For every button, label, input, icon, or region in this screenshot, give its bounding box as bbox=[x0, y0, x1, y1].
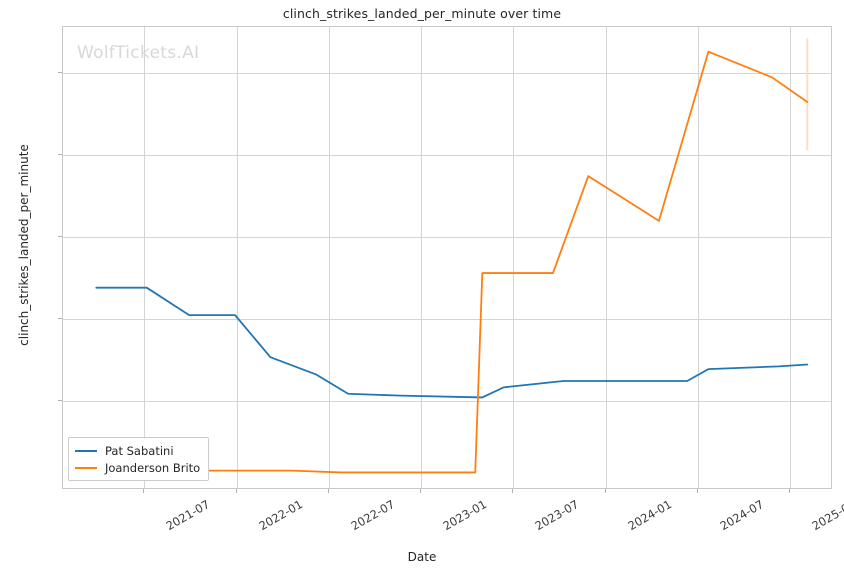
gridline-vertical bbox=[329, 27, 330, 488]
gridline-vertical bbox=[237, 27, 238, 488]
legend-label-joanderson-brito: Joanderson Brito bbox=[105, 460, 201, 475]
gridline-vertical bbox=[421, 27, 422, 488]
xtick-label: 2024-07 bbox=[717, 497, 767, 534]
xtick-mark bbox=[605, 489, 606, 493]
gridline-vertical bbox=[698, 27, 699, 488]
xtick-label: 2025-01 bbox=[809, 497, 844, 534]
gridline-vertical bbox=[606, 27, 607, 488]
gridline-vertical bbox=[790, 27, 791, 488]
gridline-horizontal bbox=[63, 319, 831, 320]
legend-item-pat-sabatini[interactable]: Pat Sabatini bbox=[75, 442, 200, 459]
watermark: WolfTickets.AI bbox=[77, 43, 200, 63]
gridline-horizontal bbox=[63, 155, 831, 156]
xtick-label: 2022-01 bbox=[256, 497, 306, 534]
gridline-horizontal bbox=[63, 237, 831, 238]
xtick-label: 2023-07 bbox=[532, 497, 582, 534]
legend-swatch-pat-sabatini bbox=[75, 449, 97, 452]
series-plot bbox=[95, 37, 809, 474]
ytick-mark bbox=[58, 236, 62, 237]
line-pat-sabatini bbox=[95, 286, 809, 399]
line-joanderson-brito bbox=[195, 50, 809, 474]
xtick-mark bbox=[697, 489, 698, 493]
xtick-label: 2023-01 bbox=[440, 497, 490, 534]
xtick-mark bbox=[512, 489, 513, 493]
xtick-mark bbox=[420, 489, 421, 493]
ytick-mark bbox=[58, 154, 62, 155]
xtick-mark bbox=[236, 489, 237, 493]
xtick-mark bbox=[143, 489, 144, 493]
legend-label-pat-sabatini: Pat Sabatini bbox=[105, 443, 174, 458]
legend-item-joanderson-brito[interactable]: Joanderson Brito bbox=[75, 459, 200, 476]
ytick-mark bbox=[58, 72, 62, 73]
plot-area: WolfTickets.AI bbox=[62, 26, 832, 489]
chart-title: clinch_strikes_landed_per_minute over ti… bbox=[282, 6, 562, 21]
xtick-label: 2024-01 bbox=[625, 497, 675, 534]
gridline-horizontal bbox=[63, 401, 831, 402]
gridline-horizontal bbox=[63, 73, 831, 74]
legend-swatch-joanderson-brito bbox=[75, 466, 97, 469]
gridline-vertical bbox=[144, 27, 145, 488]
xtick-mark bbox=[789, 489, 790, 493]
xtick-label: 2021-07 bbox=[163, 497, 213, 534]
ytick-mark bbox=[58, 318, 62, 319]
y-axis-label: clinch_strikes_landed_per_minute bbox=[17, 144, 31, 346]
legend: Pat Sabatini Joanderson Brito bbox=[68, 437, 210, 481]
xtick-mark bbox=[328, 489, 329, 493]
x-axis-label: Date bbox=[407, 550, 437, 564]
gridline-vertical bbox=[513, 27, 514, 488]
xtick-label: 2022-07 bbox=[348, 497, 398, 534]
ytick-mark bbox=[58, 400, 62, 401]
